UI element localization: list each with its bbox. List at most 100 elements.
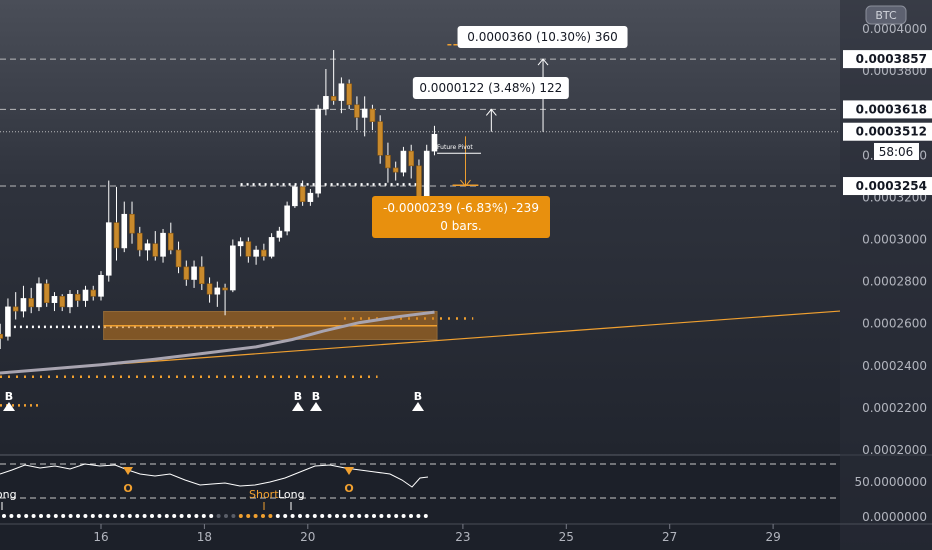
osc-marker-icon[interactable]	[344, 467, 354, 475]
candle[interactable]	[206, 277, 213, 303]
candle[interactable]	[361, 96, 368, 137]
osc-dot	[261, 514, 265, 518]
candle[interactable]	[307, 188, 314, 206]
future-pivot-label: Future Pivot	[437, 144, 473, 151]
osc-dot	[357, 514, 362, 518]
x-tick-label: 18	[197, 530, 212, 544]
candle[interactable]	[284, 201, 290, 236]
measure-label-down-box[interactable]	[372, 196, 550, 238]
candle[interactable]	[315, 104, 321, 198]
candle[interactable]	[253, 245, 259, 265]
candle[interactable]	[160, 228, 166, 263]
candle[interactable]	[214, 281, 221, 307]
y-tick-label: 0.0002400	[862, 359, 927, 373]
candle[interactable]	[0, 323, 3, 349]
candle-body-up	[191, 266, 197, 280]
trend-line[interactable]	[0, 310, 841, 374]
candle[interactable]	[346, 79, 352, 109]
price-tag[interactable]	[843, 100, 932, 119]
countdown-tag	[874, 143, 919, 160]
candle[interactable]	[191, 260, 197, 288]
candle[interactable]	[167, 222, 174, 255]
osc-dot	[179, 514, 184, 518]
price-tag[interactable]	[843, 122, 932, 141]
candle[interactable]	[51, 292, 58, 312]
candle[interactable]	[268, 233, 275, 259]
candle[interactable]	[43, 279, 50, 307]
candle[interactable]	[245, 237, 252, 263]
candle[interactable]	[237, 237, 244, 257]
candle[interactable]	[67, 290, 73, 314]
candle[interactable]	[113, 186, 120, 261]
candle[interactable]	[28, 287, 35, 314]
candle[interactable]	[59, 294, 66, 312]
candle[interactable]	[377, 115, 383, 164]
candle[interactable]	[36, 277, 42, 312]
candle-body-up	[361, 108, 368, 118]
price-axis[interactable]	[840, 0, 932, 550]
buy-signal-arrow-icon[interactable]	[292, 402, 304, 411]
osc-dot	[16, 514, 21, 518]
candle[interactable]	[175, 241, 182, 274]
buy-signal-arrow-icon[interactable]	[310, 402, 322, 411]
currency-badge[interactable]	[865, 5, 907, 25]
candle[interactable]	[129, 201, 135, 244]
candle[interactable]	[5, 298, 11, 341]
candle[interactable]	[222, 283, 228, 316]
candle-body-up	[121, 213, 128, 249]
candle[interactable]	[121, 201, 128, 253]
candle-body-up	[292, 186, 298, 207]
measure-label-bars: 0 bars.	[440, 219, 481, 233]
buy-signal-arrow-icon[interactable]	[412, 402, 424, 411]
candle[interactable]	[408, 144, 415, 179]
osc-marker-icon[interactable]	[123, 467, 133, 475]
candle[interactable]	[299, 180, 306, 206]
candle[interactable]	[98, 271, 104, 301]
osc-dot	[90, 514, 95, 518]
candle[interactable]	[423, 144, 430, 202]
candle[interactable]	[90, 285, 97, 301]
candle[interactable]	[136, 226, 143, 257]
candle[interactable]	[276, 226, 283, 242]
osc-dot	[201, 514, 206, 518]
price-tag[interactable]	[843, 177, 932, 196]
candle[interactable]	[183, 260, 190, 286]
candle[interactable]	[152, 231, 159, 261]
candle[interactable]	[82, 285, 89, 307]
candle[interactable]	[369, 104, 376, 131]
candle[interactable]	[105, 180, 112, 282]
candle-body-up	[51, 296, 58, 303]
oscillator-pane[interactable]	[0, 455, 840, 550]
candle[interactable]	[261, 243, 267, 261]
candle[interactable]	[323, 68, 329, 116]
candle[interactable]	[400, 146, 407, 177]
candle[interactable]	[12, 292, 19, 320]
candle[interactable]	[431, 125, 438, 156]
osc-dot	[312, 514, 317, 518]
candle[interactable]	[338, 77, 345, 114]
osc-dot	[61, 514, 66, 518]
candle[interactable]	[392, 161, 399, 181]
osc-dot	[120, 514, 125, 518]
measure-label-small-box[interactable]	[412, 77, 569, 99]
candle-body-down	[261, 249, 267, 257]
candle[interactable]	[416, 159, 422, 202]
candle[interactable]	[144, 239, 151, 261]
price-tag[interactable]	[843, 50, 932, 69]
candle-body-up	[400, 150, 407, 173]
candle[interactable]	[292, 184, 298, 208]
candle[interactable]	[199, 256, 205, 291]
buy-signal-arrow-icon[interactable]	[3, 402, 15, 411]
candle[interactable]	[20, 285, 27, 318]
candle[interactable]	[330, 50, 337, 105]
measure-label-large-box[interactable]	[457, 26, 628, 48]
candle[interactable]	[74, 290, 81, 307]
candle[interactable]	[354, 96, 360, 131]
osc-dot	[83, 514, 88, 518]
osc-tick-label: 0.0000000	[862, 510, 927, 524]
candle-body-down	[74, 293, 81, 301]
candle[interactable]	[385, 142, 391, 183]
candle[interactable]	[230, 239, 236, 293]
